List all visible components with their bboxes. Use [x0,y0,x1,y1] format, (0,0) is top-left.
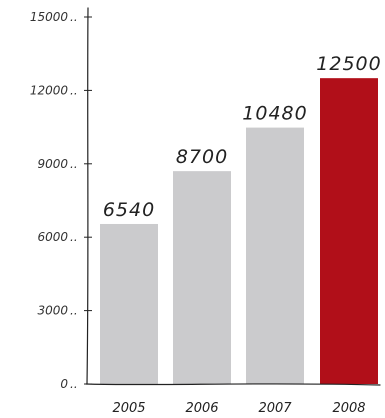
y-tick-label: 3000 [37,304,68,318]
bars-group [100,78,378,385]
y-axis-ticks: 0 ..3000 ..6000 ..9000 ..12000 ..15000.. [30,10,92,391]
y-axis-line [86,7,89,385]
category-label-2005: 2005 [112,401,145,416]
bar-2005 [100,223,158,384]
y-tick-leader-dots: .. [70,304,78,318]
category-label-2008: 2008 [332,401,365,416]
value-label-2006: 8700 [176,146,228,168]
y-tick-label: 12000 [30,83,69,97]
value-label-2005: 6540 [103,199,155,221]
bar-2008 [320,78,378,385]
value-label-2007: 10480 [242,103,307,125]
y-tick-leader-dots: .. [70,157,78,171]
y-tick-label: 9000 [37,157,68,171]
bar-2006 [173,171,231,384]
y-tick-leader-dots: .. [70,230,78,244]
bar-2007 [246,127,304,385]
y-tick-label: 0 [60,377,68,391]
category-labels-group: 2005 2006 2007 2008 [112,401,365,416]
value-label-2008: 12500 [316,53,381,75]
value-labels-group: 6540 8700 10480 12500 [103,53,381,221]
y-tick-label: 6000 [37,230,68,244]
y-tick-leader-dots: .. [70,377,78,391]
y-tick-leader-dots: .. [70,10,78,24]
category-label-2006: 2006 [185,401,218,416]
x-axis-line [85,383,381,386]
y-tick-leader-dots: .. [70,83,78,97]
category-label-2007: 2007 [258,401,292,416]
y-tick-label: 15000 [30,10,69,24]
